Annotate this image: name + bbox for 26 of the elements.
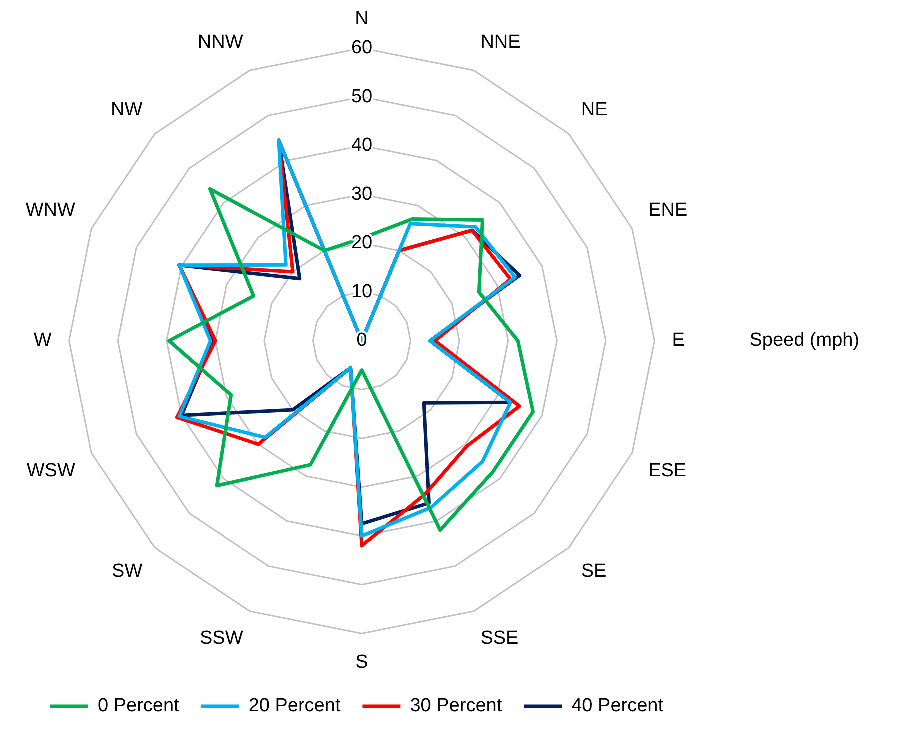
y-tick-label: 50 [351,86,373,108]
spoke-label: SW [112,560,143,582]
spoke-label: NNW [198,32,244,54]
y-tick-label: 30 [351,184,373,205]
spoke-label: NNE [480,32,521,54]
spoke-label: SSW [200,628,244,650]
y-tick-label: 40 [351,135,373,156]
spoke-label: ENE [648,200,688,222]
legend-label: 30 Percent [410,696,503,717]
text: Speed (mph) [750,330,860,352]
legend-label: 20 Percent [248,696,342,717]
spoke-label: S [356,652,368,673]
y-tick-label: 60 [351,38,373,59]
spoke-label: E [672,330,685,352]
spoke-label: ESE [648,460,687,482]
legend-label: 0 Percent [98,696,180,717]
spoke-label: NE [581,99,608,120]
spoke-label: SSE [480,628,519,650]
spoke-label: SE [581,560,607,582]
y-tick-label: 10 [351,281,373,302]
spoke-label: W [34,330,52,352]
spoke-label: WSW [26,460,76,482]
spoke-label: WNW [26,200,76,222]
spoke-label: N [355,8,369,30]
spoke-label: NW [111,99,143,120]
legend-label: 40 Percent [572,696,664,717]
